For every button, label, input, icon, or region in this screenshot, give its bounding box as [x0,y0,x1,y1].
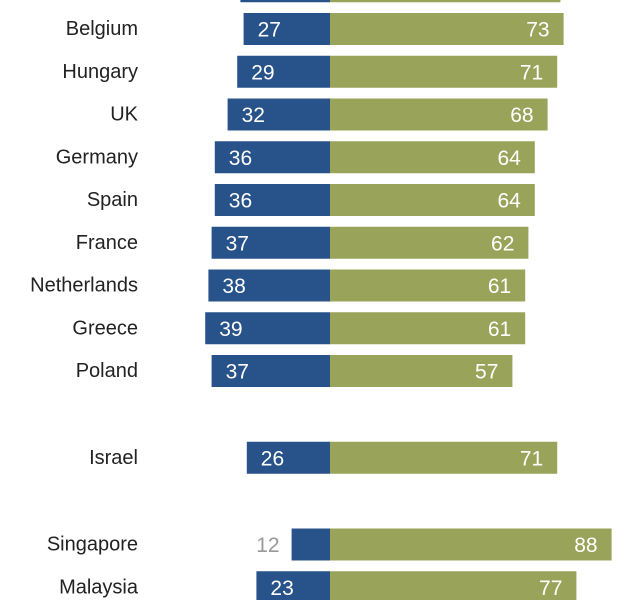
bar-right-belgium [330,13,564,45]
category-label-belgium: Belgium [66,18,138,40]
value-label-left-israel: 26 [261,447,284,470]
bar-left-partial-row [240,0,330,3]
category-label-france: France [76,232,138,254]
value-label-right-germany: 64 [497,147,521,170]
value-label-right-singapore: 88 [574,534,597,557]
bar-left-poland [211,355,330,387]
category-label-poland: Poland [76,360,138,382]
value-label-left-greece: 39 [219,318,242,341]
bar-right-singapore [330,528,612,561]
bar-right-poland [330,355,513,387]
value-label-right-france: 62 [491,232,514,255]
value-label-right-netherlands: 61 [488,275,511,298]
bar-left-belgium [243,13,330,45]
bar-right-germany [330,141,535,174]
value-label-left-malaysia: 23 [270,577,293,600]
category-label-germany: Germany [56,146,138,168]
value-label-right-hungary: 71 [520,61,543,84]
bar-left-france [211,226,330,259]
bar-left-hungary [237,55,330,88]
value-label-left-germany: 36 [229,147,252,170]
bar-right-israel [330,441,558,474]
value-label-right-malaysia: 77 [539,577,562,600]
category-label-singapore: Singapore [47,534,138,556]
bar-right-france [330,226,529,259]
bar-left-netherlands [208,269,330,302]
bar-left-greece [205,312,330,345]
value-label-right-uk: 68 [510,104,533,127]
value-label-left-spain: 36 [229,190,252,213]
category-label-spain: Spain [87,189,138,211]
value-label-right-poland: 57 [475,361,498,384]
value-label-left-uk: 32 [242,104,265,127]
category-label-uk: UK [110,104,138,126]
category-label-greece: Greece [72,317,138,339]
category-label-malaysia: Malaysia [59,576,139,598]
value-label-left-belgium: 27 [258,19,281,42]
value-label-right-spain: 64 [497,190,521,213]
bar-right-netherlands [330,269,526,302]
value-label-right-israel: 71 [520,447,543,470]
value-label-left-france: 37 [226,232,249,255]
bar-right-spain [330,184,535,216]
bar-left-israel [246,441,330,474]
bar-right-partial-row [330,0,561,3]
bar-left-malaysia [256,571,330,600]
bar-right-hungary [330,55,558,88]
bar-right-uk [330,98,548,131]
bar-left-uk [227,98,330,131]
value-label-left-hungary: 29 [251,61,274,84]
bar-right-greece [330,312,526,345]
value-label-left-netherlands: 38 [222,275,245,298]
value-label-left-singapore: 12 [256,534,279,557]
bar-right-malaysia [330,571,577,600]
value-label-right-belgium: 73 [526,19,549,42]
bar-left-spain [214,184,330,216]
bar-left-singapore [291,528,330,561]
value-label-right-greece: 61 [488,318,511,341]
bar-left-germany [214,141,330,174]
category-label-hungary: Hungary [62,61,138,83]
value-label-left-poland: 37 [226,361,249,384]
category-label-israel: Israel [89,447,138,469]
category-label-netherlands: Netherlands [30,275,138,297]
